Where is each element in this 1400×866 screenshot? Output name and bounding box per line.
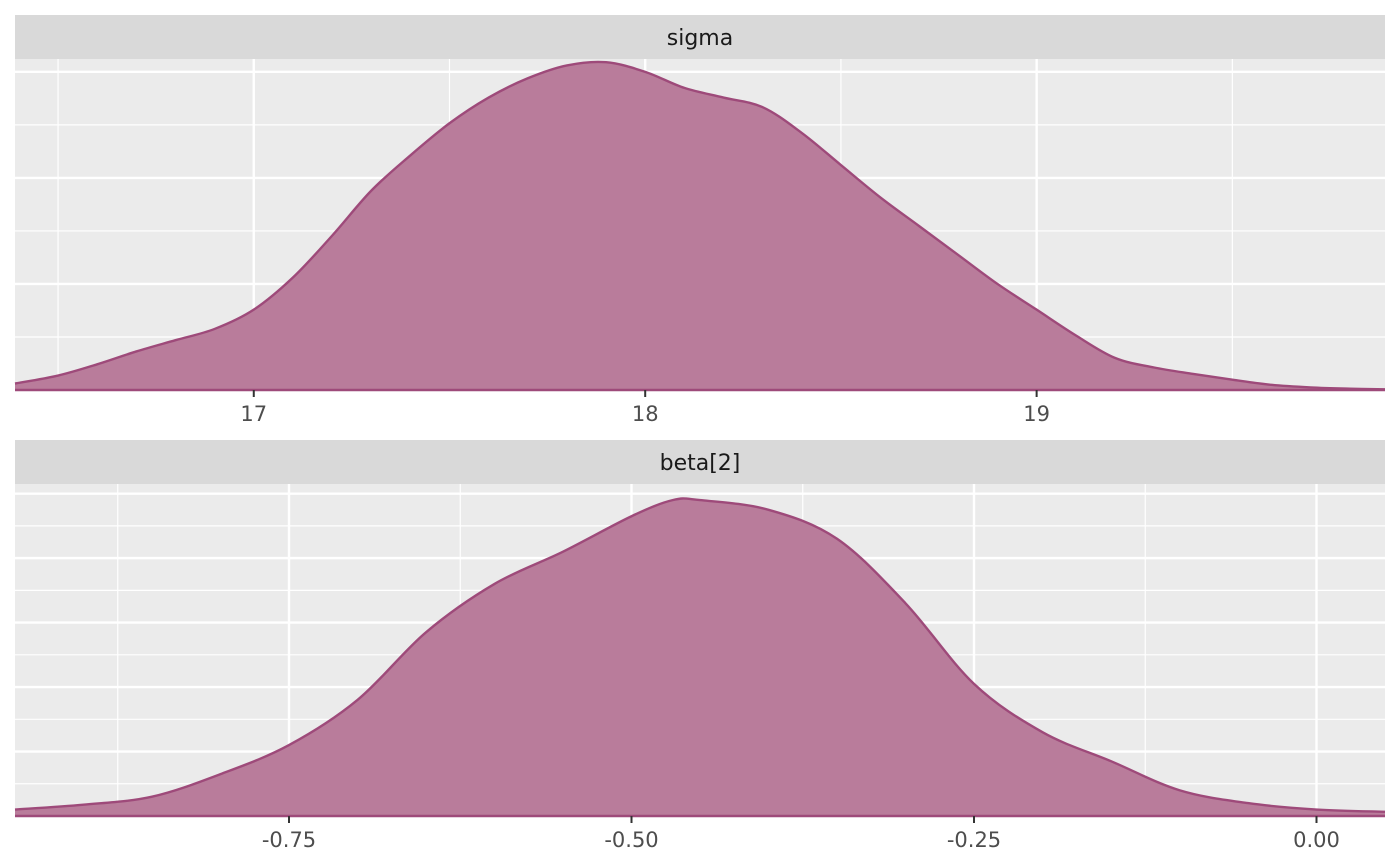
x-tick-label: -0.50 (604, 828, 658, 852)
density-curve (14, 497, 1386, 818)
x-axis-ticks: 17 18 19 (240, 390, 1050, 426)
x-tick-label: 19 (1023, 402, 1050, 426)
density-area (15, 498, 1385, 816)
x-tick-label: 0.00 (1293, 828, 1340, 852)
strip-label: sigma (667, 26, 733, 51)
density-line (14, 60, 1386, 391)
density-curve (14, 60, 1386, 392)
x-tick-label: -0.25 (947, 828, 1001, 852)
x-tick-label: 17 (240, 402, 267, 426)
facet-panel-sigma: sigma 17 18 19 (14, 15, 1386, 426)
density-area (15, 61, 1385, 391)
x-axis-ticks: -0.75 -0.50 -0.25 0.00 (262, 816, 1340, 852)
facet-panel-beta-2: beta[2] -0.75 -0.50 -0.25 0.00 (14, 440, 1386, 852)
x-tick-label: 18 (632, 402, 659, 426)
density-line (14, 497, 1386, 814)
x-tick-label: -0.75 (262, 828, 316, 852)
strip-label: beta[2] (660, 451, 741, 476)
strip-background (15, 15, 1385, 59)
strip-background (15, 440, 1385, 484)
